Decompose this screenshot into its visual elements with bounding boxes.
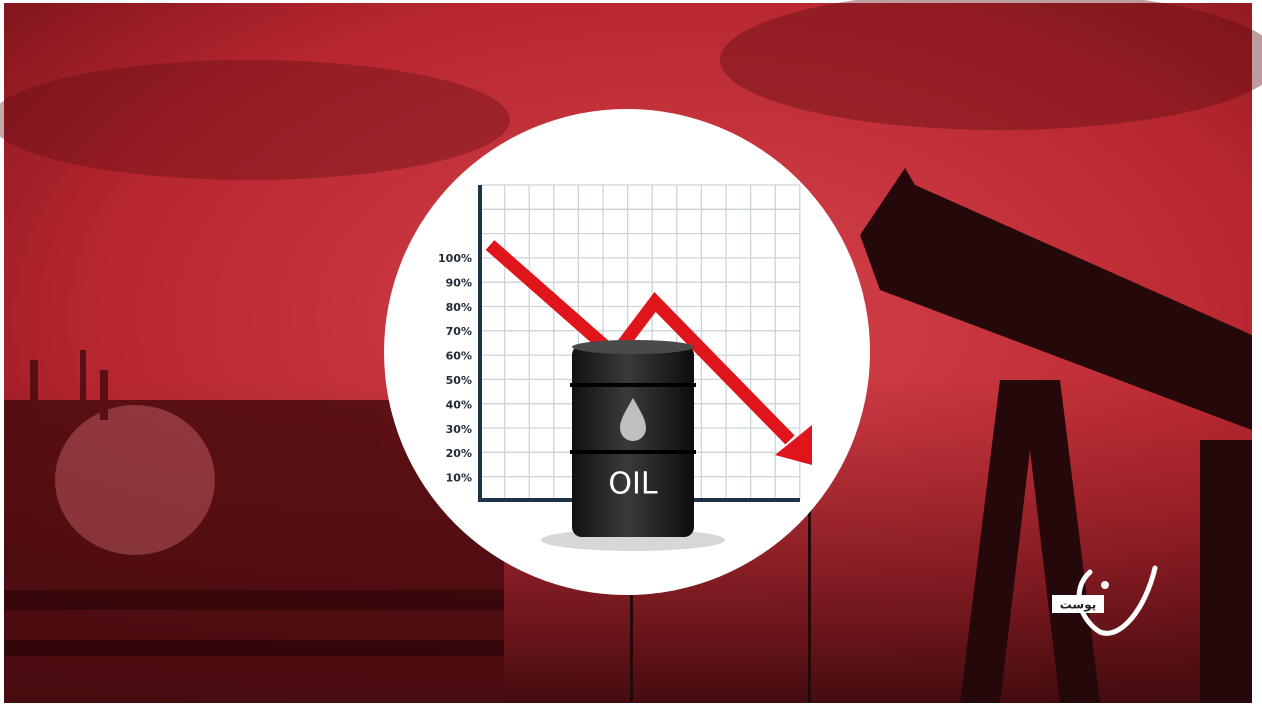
axis-label: 40% xyxy=(446,398,472,411)
axis-label: 30% xyxy=(446,423,472,436)
axis-label: 100% xyxy=(438,252,472,265)
axis-label: 80% xyxy=(446,301,472,314)
axis-label: 10% xyxy=(446,472,472,485)
refinery-silhouette xyxy=(4,350,504,703)
axis-label: 50% xyxy=(446,374,472,387)
oil-barrel: OIL xyxy=(570,340,696,537)
trend-arrow xyxy=(485,240,795,445)
axis-label: 20% xyxy=(446,447,472,460)
axis-label: 70% xyxy=(446,325,472,338)
logo-text: پوست xyxy=(1060,598,1097,613)
logo: پوست xyxy=(1052,565,1158,636)
pumpjack-silhouette xyxy=(630,168,1252,703)
axis-label: 90% xyxy=(446,276,472,289)
axis-label: 60% xyxy=(446,350,472,363)
barrel-label: OIL xyxy=(608,467,657,502)
illustration: 100% 90% 80% 70% 60% 50% 40% 30% 20% 10% OIL xyxy=(384,109,870,595)
